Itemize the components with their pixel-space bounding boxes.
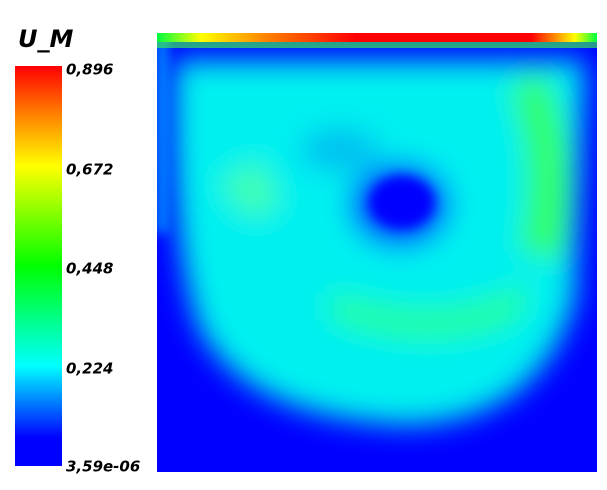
colorbar: [15, 66, 62, 466]
colorbar-label: 3,59e-06: [66, 458, 140, 476]
title: U_M: [18, 25, 73, 53]
colorbar-label: 0,224: [66, 360, 113, 378]
colorbar-label: 0,672: [66, 161, 113, 179]
colorbar-label: 0,896: [66, 61, 113, 79]
velocity-field: [157, 33, 597, 472]
colorbar-label: 0,448: [66, 260, 113, 278]
